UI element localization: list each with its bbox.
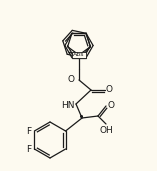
Text: O: O — [106, 85, 113, 94]
Text: F: F — [26, 144, 31, 154]
Text: Abs: Abs — [73, 52, 85, 57]
Text: O: O — [107, 102, 114, 110]
Text: OH: OH — [99, 126, 113, 135]
Text: HN: HN — [62, 101, 75, 109]
Text: O: O — [68, 76, 75, 84]
Text: F: F — [26, 127, 31, 135]
